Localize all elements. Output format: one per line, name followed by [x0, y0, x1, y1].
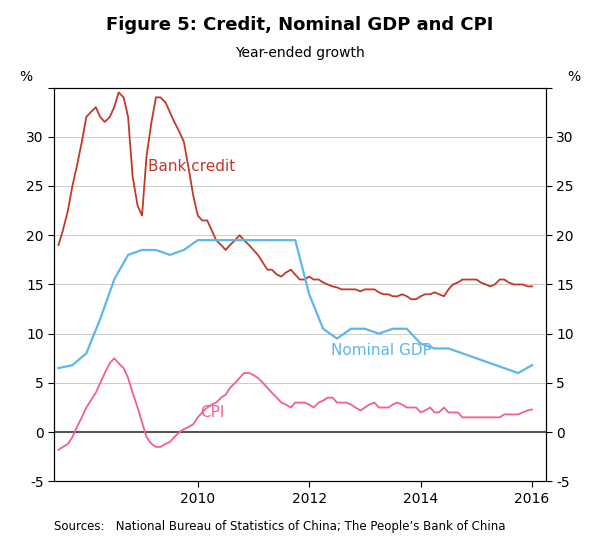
- Text: Sources:   National Bureau of Statistics of China; The People’s Bank of China: Sources: National Bureau of Statistics o…: [54, 520, 505, 533]
- Text: CPI: CPI: [200, 405, 225, 420]
- Text: Figure 5: Credit, Nominal GDP and CPI: Figure 5: Credit, Nominal GDP and CPI: [106, 16, 494, 34]
- Text: Year-ended growth: Year-ended growth: [235, 46, 365, 61]
- Text: %: %: [20, 69, 32, 84]
- Text: %: %: [568, 69, 580, 84]
- Text: Bank credit: Bank credit: [148, 159, 235, 174]
- Text: Nominal GDP: Nominal GDP: [331, 344, 433, 358]
